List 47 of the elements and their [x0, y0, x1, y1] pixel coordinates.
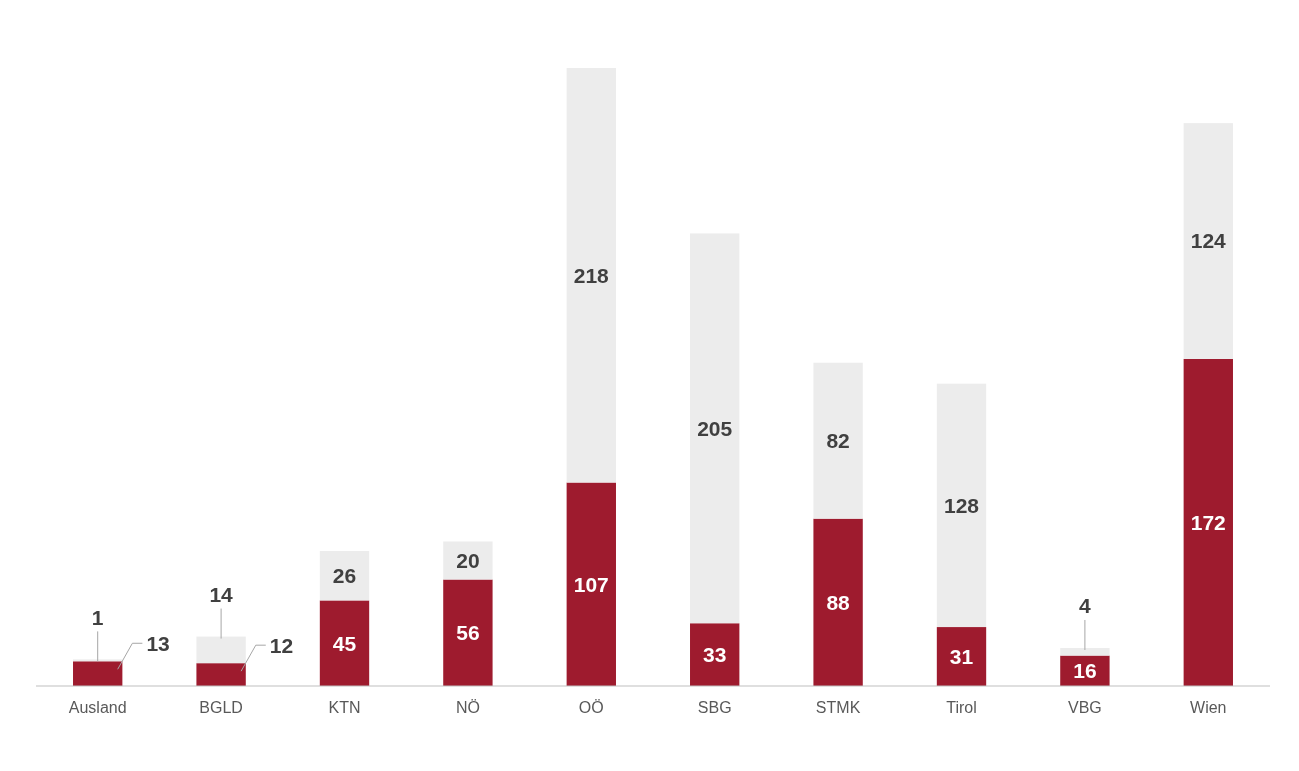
bar — [443, 541, 493, 580]
data-label: 16 — [1073, 659, 1097, 683]
data-label: 4 — [1079, 594, 1092, 618]
x-tick-label: OÖ — [578, 699, 604, 716]
data-label: 218 — [573, 263, 610, 287]
x-tick-label: SBG — [697, 699, 732, 716]
bar — [196, 663, 246, 686]
x-tick-label: KTN — [328, 699, 361, 716]
bar — [443, 579, 493, 686]
data-label: 124 — [1190, 229, 1227, 253]
data-label: 20 — [456, 548, 480, 572]
bar — [566, 482, 616, 686]
data-label: 82 — [826, 429, 850, 453]
bar — [813, 362, 863, 519]
bar — [73, 661, 123, 686]
bar — [1183, 358, 1233, 686]
data-label: 14 — [209, 582, 234, 606]
data-label: 33 — [703, 642, 727, 666]
bar — [690, 623, 740, 686]
bar — [936, 627, 987, 686]
x-tick-label: Wien — [1190, 699, 1227, 716]
data-label: 88 — [826, 590, 851, 614]
bar — [1183, 123, 1233, 359]
data-label: 45 — [332, 631, 357, 655]
data-label: 205 — [697, 416, 733, 440]
bar — [1060, 647, 1110, 656]
bar — [566, 68, 616, 483]
x-tick-label: Ausland — [68, 699, 127, 716]
data-label: 56 — [456, 621, 480, 645]
data-label: 12 — [269, 633, 294, 657]
data-label: 13 — [146, 631, 170, 655]
data-label: 1 — [91, 605, 104, 629]
x-tick-label: Tirol — [946, 699, 977, 716]
bar — [813, 518, 863, 686]
bar — [690, 233, 740, 624]
x-tick-label: NÖ — [455, 699, 480, 716]
x-tick-label: BGLD — [199, 699, 243, 716]
bar — [319, 600, 370, 686]
data-label: 107 — [573, 572, 609, 596]
data-label: 26 — [332, 564, 357, 588]
x-tick-label: STMK — [815, 699, 861, 716]
x-tick-label: VBG — [1068, 699, 1102, 716]
data-label: 128 — [943, 493, 980, 517]
data-label: 172 — [1190, 510, 1226, 534]
bar — [196, 636, 246, 664]
data-label: 31 — [949, 644, 974, 668]
bar — [936, 383, 987, 628]
